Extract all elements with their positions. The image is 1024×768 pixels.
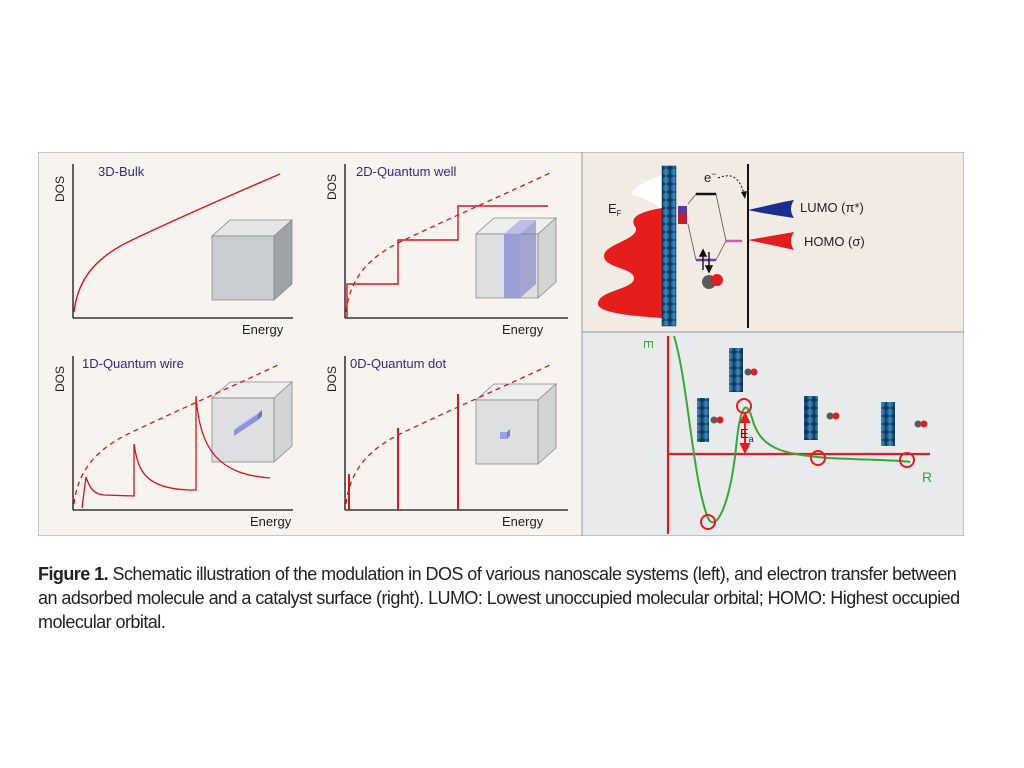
panel-title: 0D-Quantum dot	[350, 356, 446, 371]
dos-spikes	[81, 395, 271, 509]
x-axis-label: Energy	[242, 322, 284, 337]
panel-2d-quantum-well: DOS 2D-Quantum well Energy	[325, 164, 568, 337]
dos-delta-lines	[348, 394, 459, 510]
metal-dos-white	[631, 175, 663, 209]
quantum-dot-cube	[474, 383, 558, 465]
slab-desorbing	[804, 396, 840, 440]
adsorption-diagram: EF e− LUMO (	[598, 164, 865, 328]
activation-arrow	[739, 411, 751, 455]
caption-label: Figure 1.	[38, 564, 109, 584]
caption-text: Schematic illustration of the modulation…	[38, 564, 960, 632]
bulk-cube	[210, 219, 294, 301]
slab-adsorbed	[697, 398, 724, 442]
figure-caption: Figure 1. Schematic illustration of the …	[38, 562, 978, 634]
panel-title: 2D-Quantum well	[356, 164, 457, 179]
left-panel-bg	[38, 152, 583, 536]
dos-envelope-dashed	[345, 363, 553, 505]
y-axis-label: DOS	[325, 174, 339, 200]
x-axis-label: Energy	[502, 322, 544, 337]
y-axis-label: DOS	[53, 176, 67, 202]
arrowhead	[741, 191, 747, 199]
quantum-well-cube	[474, 217, 558, 299]
potential-energy-curve	[673, 335, 911, 524]
panel-title: 1D-Quantum wire	[82, 356, 184, 371]
slab-free	[881, 402, 928, 446]
x-axis-label: Energy	[502, 514, 544, 529]
y-axis-label: DOS	[53, 366, 67, 392]
metal-d-band-low	[678, 214, 687, 224]
dos-envelope-dashed	[345, 171, 553, 313]
panel-3d-bulk: DOS 3D-Bulk Energy	[53, 164, 294, 337]
slab-transition	[729, 348, 758, 392]
energy-diagram: E R Ea	[641, 335, 932, 534]
bottom-right-panel-bg	[581, 331, 964, 536]
connector-lines	[687, 193, 727, 261]
activation-energy-label: Ea	[740, 426, 754, 444]
dos-staircase	[346, 205, 548, 318]
homo-peak	[748, 232, 794, 250]
panel-1d-quantum-wire: DOS 1D-Quantum wire Energy	[53, 356, 294, 529]
quantum-wire-cube	[210, 381, 294, 463]
lumo-peak	[748, 200, 794, 218]
x-axis-label: Energy	[250, 514, 292, 529]
electron-label: e−	[704, 169, 717, 185]
electron-spin-arrows	[698, 248, 714, 274]
panel-title: 3D-Bulk	[98, 164, 145, 179]
dos-envelope-dashed	[73, 363, 281, 505]
y-axis-label: DOS	[325, 366, 339, 392]
metal-dos-red	[598, 208, 662, 318]
dos-curve	[73, 173, 281, 313]
fermi-label: EF	[608, 201, 622, 218]
panel-0d-quantum-dot: DOS 0D-Quantum dot Energy	[325, 356, 568, 529]
metal-surface-atoms	[661, 165, 677, 327]
y-axis-label: E	[641, 340, 656, 349]
lumo-label: LUMO (π*)	[800, 200, 864, 215]
homo-label: HOMO (σ)	[804, 234, 865, 249]
electron-transfer-arrow	[717, 175, 745, 195]
co-molecule-icon	[702, 274, 723, 289]
figure: DOS 3D-Bulk Energy DOS 2D-Quantum well E…	[38, 152, 964, 536]
state-markers	[700, 398, 915, 530]
x-axis-label: R	[922, 469, 932, 485]
